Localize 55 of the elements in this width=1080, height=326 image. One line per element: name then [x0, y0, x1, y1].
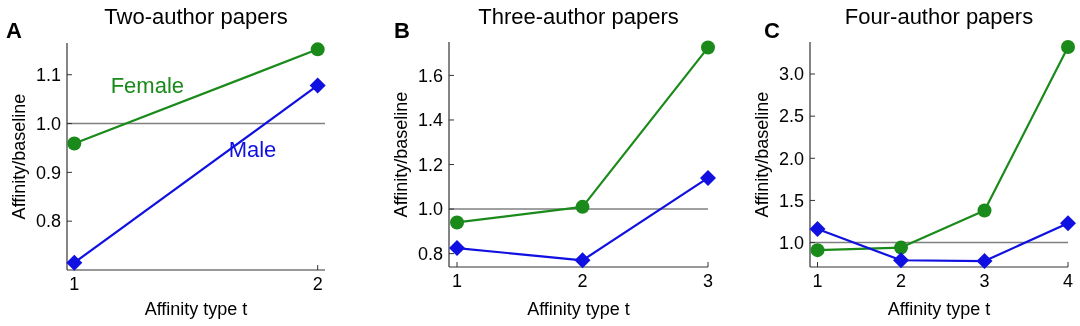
point	[701, 40, 715, 55]
y-tick-label: 1.2	[417, 154, 443, 175]
point	[575, 199, 590, 214]
y-tick-label: 1.0	[35, 113, 61, 134]
point	[700, 169, 716, 186]
x-tick-label: 3	[979, 271, 990, 291]
x-tick-label: 1	[812, 271, 823, 291]
chart-title: Three-author papers	[478, 4, 679, 29]
y-tick-label: 1.4	[417, 110, 443, 131]
y-tick-label: 1.0	[417, 199, 443, 220]
y-axis-title: Affinity/baseline	[391, 91, 411, 218]
x-tick-label: 2	[577, 271, 588, 291]
x-tick-label: 2	[312, 274, 323, 294]
point	[67, 136, 82, 151]
series-label: Female	[110, 73, 184, 99]
x-axis-title: Affinity type t	[144, 299, 248, 319]
point	[809, 221, 826, 238]
point	[894, 240, 909, 255]
point	[450, 215, 465, 230]
y-tick-label: 1.6	[417, 65, 443, 86]
x-axis-title: Affinity type t	[887, 299, 991, 319]
y-tick-label: 2.5	[778, 106, 804, 127]
y-tick-label: 2.0	[778, 148, 804, 169]
text: C	[764, 18, 780, 43]
point	[893, 252, 910, 269]
x-tick-label: 3	[702, 271, 714, 291]
y-tick-label: 0.9	[35, 162, 61, 183]
chart-title: Four-author papers	[844, 4, 1034, 29]
chart-title: Two-author papers	[104, 4, 288, 29]
point	[976, 253, 993, 270]
y-tick-label: 0.8	[35, 211, 61, 232]
x-tick-label: 1	[452, 271, 463, 291]
point	[977, 203, 992, 218]
y-tick-label: 0.8	[417, 243, 443, 264]
point	[1061, 40, 1075, 55]
y-tick-label: 1.5	[778, 190, 804, 211]
point	[310, 42, 325, 57]
y-axis-title: Affinity/baseline	[752, 91, 772, 218]
x-tick-label: 1	[69, 274, 80, 294]
point	[66, 254, 83, 271]
point	[810, 243, 825, 258]
point	[449, 240, 466, 257]
y-tick-label: 1.0	[778, 232, 804, 253]
point	[1060, 215, 1076, 232]
text: A	[6, 18, 22, 43]
point	[574, 252, 591, 269]
x-tick-label: 4	[1062, 271, 1074, 291]
y-axis-title: Affinity/baseline	[9, 93, 29, 220]
y-tick-label: 3.0	[778, 64, 804, 85]
series-label: Male	[228, 137, 277, 163]
x-axis-title: Affinity type t	[527, 299, 630, 319]
x-tick-label: 2	[896, 271, 907, 291]
y-tick-label: 1.1	[35, 65, 61, 86]
text: B	[394, 18, 410, 43]
point	[309, 77, 326, 94]
